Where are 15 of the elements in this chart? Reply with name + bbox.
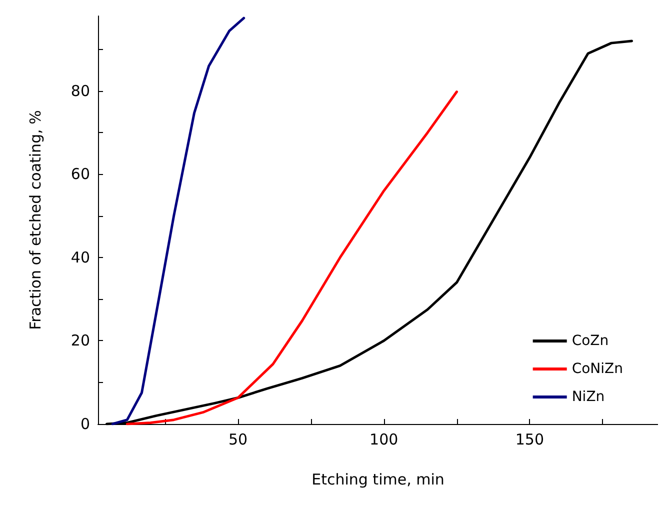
legend-label: CoZn <box>572 333 609 349</box>
x-tick-label: 50 <box>228 430 248 448</box>
y-tick-label: 60 <box>70 165 90 184</box>
x-tick-label: 100 <box>370 430 398 448</box>
line-series <box>111 16 246 426</box>
y-tick-label: 40 <box>70 248 90 266</box>
legend-label: CoNiZn <box>572 361 624 377</box>
legend-label: NiZn <box>572 389 605 405</box>
y-axis-title: Fraction of etched coating, % <box>26 110 44 330</box>
y-tick-label: 80 <box>70 82 90 100</box>
y-tick-label: 20 <box>70 332 90 350</box>
y-tick-label: 0 <box>80 415 90 433</box>
line-series <box>126 90 458 426</box>
x-axis-title: Etching time, min <box>312 470 444 488</box>
x-tick-label: 150 <box>515 430 544 448</box>
